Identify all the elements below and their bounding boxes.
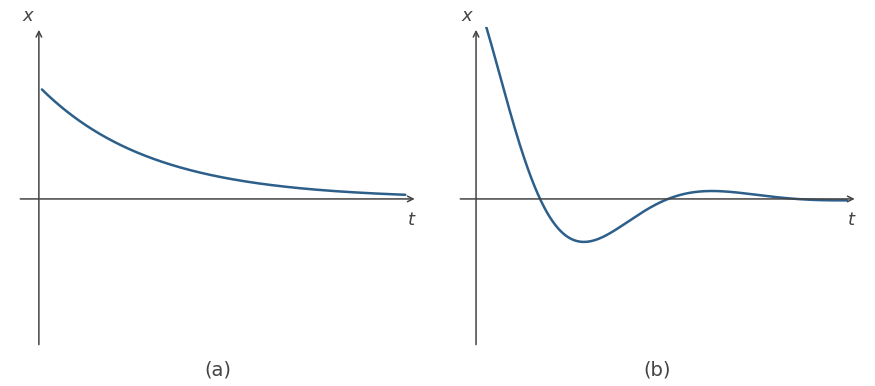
Text: (a): (a) xyxy=(204,360,231,379)
Text: x: x xyxy=(23,7,33,25)
Text: t: t xyxy=(408,212,415,229)
Text: t: t xyxy=(848,212,855,229)
Text: x: x xyxy=(461,7,472,25)
Text: (b): (b) xyxy=(644,360,671,379)
